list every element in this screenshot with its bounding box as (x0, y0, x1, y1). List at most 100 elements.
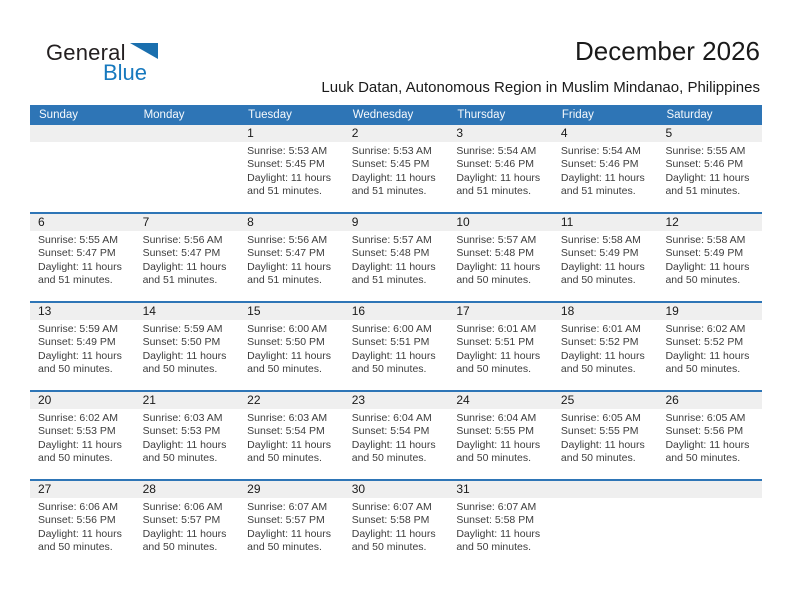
day-cell-24: 24 Sunrise: 6:04 AM Sunset: 5:55 PM Dayligh… (448, 392, 553, 479)
day-details: Sunrise: 6:06 AM Sunset: 5:56 PM Daylight:… (30, 498, 135, 555)
sunrise-text: Sunrise: 6:00 AM (247, 323, 328, 335)
day-details: Sunrise: 5:59 AM Sunset: 5:49 PM Daylight:… (30, 320, 135, 377)
daylight-text: Daylight: 11 hours and 51 minutes. (456, 171, 541, 198)
sunrise-text: Sunrise: 6:03 AM (142, 412, 223, 424)
sunset-text: Sunset: 5:45 PM (351, 158, 430, 171)
sunset-text: Sunset: 5:55 PM (560, 425, 639, 438)
day-details: Sunrise: 5:57 AM Sunset: 5:48 PM Daylight:… (448, 231, 553, 288)
sunrise-text: Sunrise: 5:54 AM (456, 145, 537, 157)
sunrise-text: Sunrise: 5:54 AM (560, 145, 641, 157)
day-cell-23: 23 Sunrise: 6:04 AM Sunset: 5:54 PM Dayligh… (343, 392, 449, 479)
daylight-text: Daylight: 11 hours and 50 minutes. (247, 349, 332, 376)
sunset-text: Sunset: 5:46 PM (665, 158, 744, 171)
daylight-text: Daylight: 11 hours and 50 minutes. (456, 438, 541, 465)
daylight-text: Daylight: 11 hours and 50 minutes. (560, 349, 645, 376)
daylight-text: Daylight: 11 hours and 50 minutes. (38, 527, 122, 554)
day-number: 10 (448, 214, 553, 231)
day-details: Sunrise: 5:54 AM Sunset: 5:46 PM Daylight:… (553, 142, 658, 199)
daylight-text: Daylight: 11 hours and 51 minutes. (351, 171, 436, 198)
calendar-grid: 1 Sunrise: 5:53 AM Sunset: 5:45 PM Daylight… (30, 125, 763, 568)
day-number: 22 (239, 392, 344, 409)
day-number: 5 (657, 125, 763, 142)
day-number: 26 (657, 392, 763, 409)
sunset-text: Sunset: 5:52 PM (560, 336, 639, 349)
day-cell-7: 7 Sunrise: 5:56 AM Sunset: 5:47 PM Daylight… (134, 214, 240, 301)
sunrise-text: Sunrise: 6:07 AM (247, 501, 328, 513)
day-number (657, 481, 763, 498)
sunset-text: Sunset: 5:48 PM (351, 247, 430, 260)
day-number: 15 (239, 303, 344, 320)
sunrise-text: Sunrise: 5:58 AM (665, 234, 746, 246)
day-details: Sunrise: 6:04 AM Sunset: 5:55 PM Daylight:… (448, 409, 553, 466)
daylight-text: Daylight: 11 hours and 50 minutes. (665, 438, 750, 465)
weekday-header-saturday: Saturday (666, 109, 713, 121)
sunrise-text: Sunrise: 6:01 AM (560, 323, 641, 335)
weekday-header-thursday: Thursday (457, 109, 506, 121)
sunset-text: Sunset: 5:54 PM (351, 425, 430, 438)
sunset-text: Sunset: 5:53 PM (38, 425, 116, 438)
weekday-header-friday: Friday (561, 109, 594, 121)
daylight-text: Daylight: 11 hours and 50 minutes. (38, 438, 122, 465)
daylight-text: Daylight: 11 hours and 50 minutes. (456, 527, 541, 554)
day-number: 21 (134, 392, 240, 409)
day-details: Sunrise: 6:03 AM Sunset: 5:54 PM Daylight:… (239, 409, 344, 466)
day-number: 9 (343, 214, 449, 231)
sunset-text: Sunset: 5:47 PM (142, 247, 221, 260)
sunrise-text: Sunrise: 6:07 AM (351, 501, 432, 513)
day-details: Sunrise: 6:02 AM Sunset: 5:53 PM Daylight:… (30, 409, 135, 466)
day-cell-19: 19 Sunrise: 6:02 AM Sunset: 5:52 PM Dayligh… (657, 303, 763, 390)
day-details (30, 142, 135, 145)
sunset-text: Sunset: 5:50 PM (247, 336, 325, 349)
day-cell-empty (552, 481, 658, 568)
week-row: 20 Sunrise: 6:02 AM Sunset: 5:53 PM Dayligh… (30, 390, 763, 479)
sunset-text: Sunset: 5:56 PM (38, 514, 116, 527)
day-cell-20: 20 Sunrise: 6:02 AM Sunset: 5:53 PM Dayligh… (30, 392, 135, 479)
day-number: 19 (657, 303, 763, 320)
day-number: 3 (448, 125, 553, 142)
day-details: Sunrise: 5:58 AM Sunset: 5:49 PM Daylight:… (657, 231, 762, 288)
calendar: Sunday Monday Tuesday Wednesday Thursday Frid… (30, 105, 763, 568)
week-row: 1 Sunrise: 5:53 AM Sunset: 5:45 PM Daylight… (30, 125, 763, 212)
day-number (134, 125, 240, 142)
sunset-text: Sunset: 5:53 PM (142, 425, 221, 438)
sunrise-text: Sunrise: 6:05 AM (560, 412, 641, 424)
sunset-text: Sunset: 5:50 PM (142, 336, 221, 349)
sunset-text: Sunset: 5:54 PM (247, 425, 325, 438)
day-details: Sunrise: 6:01 AM Sunset: 5:52 PM Daylight:… (553, 320, 658, 377)
day-details: Sunrise: 5:55 AM Sunset: 5:46 PM Daylight:… (657, 142, 762, 199)
sunrise-text: Sunrise: 6:03 AM (247, 412, 328, 424)
day-details: Sunrise: 5:56 AM Sunset: 5:47 PM Daylight:… (135, 231, 240, 288)
day-cell-21: 21 Sunrise: 6:03 AM Sunset: 5:53 PM Dayligh… (134, 392, 240, 479)
day-details: Sunrise: 5:58 AM Sunset: 5:49 PM Daylight:… (553, 231, 658, 288)
day-cell-8: 8 Sunrise: 5:56 AM Sunset: 5:47 PM Daylight… (239, 214, 344, 301)
day-number: 20 (30, 392, 135, 409)
sunrise-text: Sunrise: 6:00 AM (351, 323, 432, 335)
day-details: Sunrise: 6:03 AM Sunset: 5:53 PM Daylight:… (135, 409, 240, 466)
day-cell-2: 2 Sunrise: 5:53 AM Sunset: 5:45 PM Daylight… (343, 125, 449, 212)
week-row: 13 Sunrise: 5:59 AM Sunset: 5:49 PM Dayligh… (30, 301, 763, 390)
daylight-text: Daylight: 11 hours and 50 minutes. (351, 349, 436, 376)
day-number: 1 (239, 125, 344, 142)
sunrise-text: Sunrise: 6:04 AM (351, 412, 432, 424)
day-number (30, 125, 135, 142)
sunrise-text: Sunrise: 5:56 AM (142, 234, 223, 246)
day-number: 4 (552, 125, 658, 142)
day-details: Sunrise: 6:07 AM Sunset: 5:58 PM Daylight:… (448, 498, 553, 555)
day-cell-6: 6 Sunrise: 5:55 AM Sunset: 5:47 PM Daylight… (30, 214, 135, 301)
day-number (552, 481, 658, 498)
daylight-text: Daylight: 11 hours and 50 minutes. (142, 349, 227, 376)
sunrise-text: Sunrise: 6:04 AM (456, 412, 537, 424)
day-cell-10: 10 Sunrise: 5:57 AM Sunset: 5:48 PM Dayligh… (448, 214, 553, 301)
daylight-text: Daylight: 11 hours and 50 minutes. (456, 260, 541, 287)
weekday-header-row: Sunday Monday Tuesday Wednesday Thursday Frid… (30, 105, 762, 125)
sunset-text: Sunset: 5:49 PM (665, 247, 744, 260)
sunrise-text: Sunrise: 6:07 AM (456, 501, 537, 513)
day-number: 25 (552, 392, 658, 409)
day-cell-3: 3 Sunrise: 5:54 AM Sunset: 5:46 PM Daylight… (448, 125, 553, 212)
sunrise-text: Sunrise: 6:02 AM (38, 412, 118, 424)
day-details (553, 498, 658, 501)
day-number: 13 (30, 303, 135, 320)
location-subtitle: Luuk Datan, Autonomous Region in Muslim … (321, 79, 760, 96)
day-number: 24 (448, 392, 553, 409)
sunrise-text: Sunrise: 5:55 AM (38, 234, 118, 246)
